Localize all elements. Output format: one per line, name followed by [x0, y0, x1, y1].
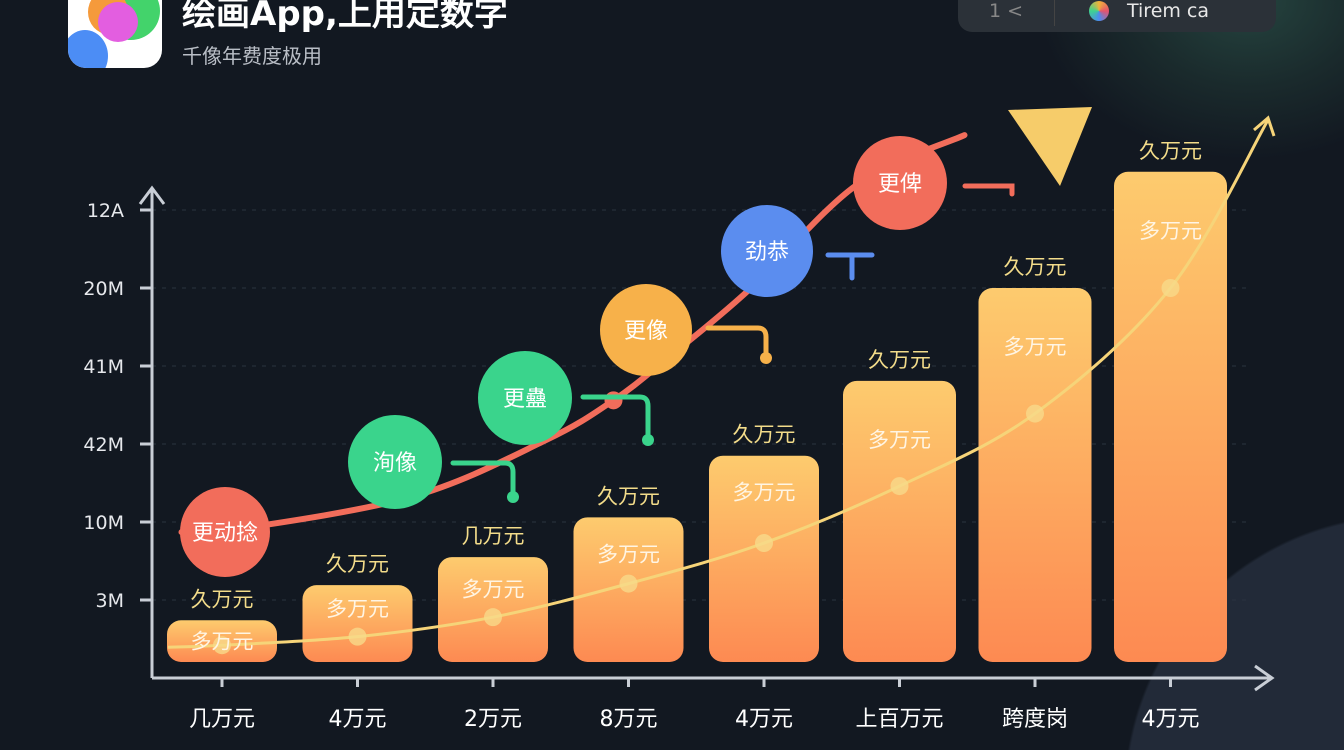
page-title: 绘画App,上用定数字	[182, 0, 508, 34]
bar-value-label: 多万元	[868, 428, 931, 452]
bar-top-label: 几万元	[462, 524, 525, 548]
bar	[1114, 171, 1227, 662]
page-subtitle: 千像年费度极用	[182, 44, 322, 68]
trend-point	[1161, 279, 1180, 297]
y-tick-label: 12A	[87, 200, 124, 222]
x-tick-label: 跨度岗	[1002, 707, 1068, 732]
app-gem-icon	[1089, 1, 1109, 21]
trend-point	[619, 574, 638, 593]
milestone-connector	[962, 183, 1015, 197]
milestone-label: 劲恭	[745, 240, 789, 265]
milestone-point	[507, 491, 519, 503]
trend-point	[890, 477, 909, 496]
x-tick-label: 2万元	[464, 707, 522, 732]
bar-top-label: 久万元	[868, 348, 931, 372]
bar	[978, 288, 1092, 662]
bar-value-label: 多万元	[462, 578, 525, 602]
x-tick-label: 4万元	[329, 707, 387, 732]
trend-line	[167, 119, 1270, 649]
trend-point	[1026, 404, 1044, 423]
y-tick-label: 42M	[83, 434, 124, 456]
bar-value-label: 多万元	[733, 481, 796, 505]
y-tick-label: 41M	[83, 356, 124, 378]
milestone-label: 更俾	[878, 172, 922, 197]
milestone-bubble	[348, 415, 442, 509]
y-tick-label: 3M	[96, 590, 124, 612]
milestone-connector	[450, 460, 516, 500]
pager-button[interactable]: 1 <	[958, 0, 1055, 26]
milestone-point	[760, 352, 772, 364]
bar	[302, 585, 413, 662]
milestone-connector	[705, 325, 769, 361]
x-axis-arrow-icon	[1254, 664, 1275, 692]
bar-value-label: 多万元	[1139, 219, 1202, 243]
growth-arrow-icon	[1008, 107, 1092, 186]
x-tick-label: 4万元	[735, 707, 793, 732]
trend-point	[755, 534, 773, 553]
trend-point	[348, 627, 367, 646]
milestone-connector	[825, 252, 875, 281]
y-tick-label: 20M	[83, 278, 124, 300]
bar-top-label: 久万元	[1004, 255, 1067, 279]
x-tick-label: 几万元	[189, 707, 255, 732]
bar	[709, 455, 819, 662]
x-tick-label: 8万元	[600, 707, 658, 732]
milestone-bubble	[478, 351, 572, 445]
milestone-label: 更蠱	[503, 387, 547, 412]
milestone-label: 更像	[624, 319, 668, 344]
bar-value-label: 多万元	[1004, 335, 1067, 359]
growth-point	[604, 391, 623, 410]
bar-value-label: 多万元	[326, 597, 389, 621]
milestone-bubble	[180, 487, 270, 577]
milestone-point	[642, 434, 654, 446]
y-tick-label: 10M	[83, 512, 124, 534]
bar-top-label: 久万元	[733, 423, 796, 447]
milestone-bubble	[721, 205, 813, 297]
bar-value-label: 多万元	[191, 629, 254, 653]
trend-arrow-icon	[1253, 115, 1276, 137]
milestone-bubble	[600, 284, 692, 376]
milestone-label: 更动捻	[192, 521, 258, 546]
bar	[843, 380, 956, 662]
milestone-bubble	[853, 136, 947, 230]
x-tick-label: 4万元	[1142, 707, 1200, 732]
bar-value-label: 多万元	[597, 542, 660, 566]
app-logo	[68, 0, 162, 68]
account-pill[interactable]: 1 < Tirem ca	[958, 0, 1276, 32]
trend-point	[213, 636, 231, 655]
bar-top-label: 久万元	[326, 552, 389, 576]
bar-top-label: 久万元	[597, 484, 660, 508]
bar-top-label: 久万元	[191, 587, 254, 611]
x-tick-label: 上百万元	[855, 707, 943, 732]
milestone-connector	[580, 394, 651, 443]
milestone-label: 洵像	[373, 451, 417, 476]
bar-top-label: 久万元	[1139, 139, 1202, 163]
account-name: Tirem ca	[1127, 0, 1210, 22]
trend-point	[484, 608, 502, 627]
y-axis-arrow-icon	[138, 185, 166, 205]
